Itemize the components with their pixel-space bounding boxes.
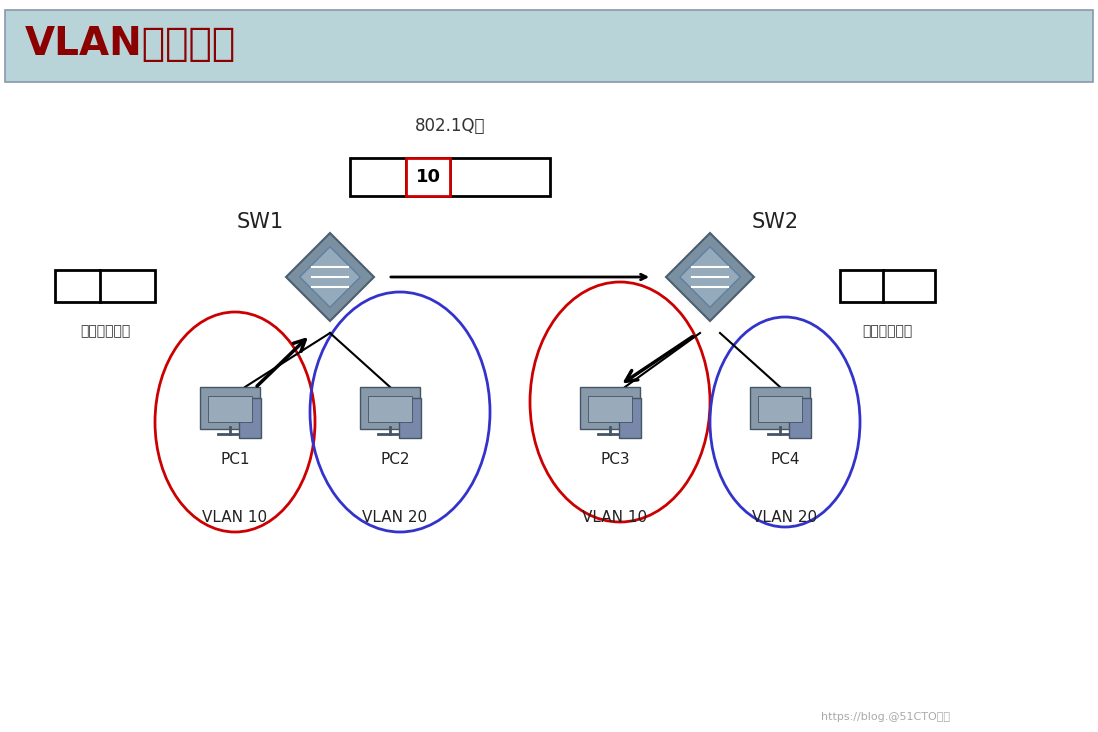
FancyBboxPatch shape	[350, 158, 550, 196]
FancyBboxPatch shape	[580, 387, 640, 429]
FancyBboxPatch shape	[750, 387, 810, 429]
FancyBboxPatch shape	[5, 10, 1093, 82]
Text: PC1: PC1	[221, 452, 249, 467]
Text: VLAN 10: VLAN 10	[202, 509, 268, 525]
Polygon shape	[285, 233, 374, 321]
FancyBboxPatch shape	[589, 396, 632, 422]
Text: VLAN 20: VLAN 20	[752, 509, 818, 525]
Text: VLAN 20: VLAN 20	[362, 509, 427, 525]
FancyBboxPatch shape	[200, 387, 260, 429]
FancyBboxPatch shape	[399, 398, 421, 438]
FancyBboxPatch shape	[239, 398, 261, 438]
Text: https://blog.@51CTO博客: https://blog.@51CTO博客	[821, 712, 950, 722]
FancyBboxPatch shape	[406, 158, 450, 196]
Text: 10: 10	[415, 168, 440, 186]
Polygon shape	[300, 247, 360, 307]
FancyBboxPatch shape	[789, 398, 811, 438]
Text: 标准以太网帧: 标准以太网帧	[80, 324, 131, 338]
Text: VLAN 10: VLAN 10	[582, 509, 648, 525]
Text: VLAN工作原理: VLAN工作原理	[25, 25, 236, 63]
Polygon shape	[666, 233, 754, 321]
FancyBboxPatch shape	[619, 398, 641, 438]
Text: PC4: PC4	[771, 452, 799, 467]
Text: 802.1Q帧: 802.1Q帧	[415, 117, 485, 135]
FancyBboxPatch shape	[368, 396, 412, 422]
FancyBboxPatch shape	[208, 396, 253, 422]
Text: SW2: SW2	[751, 212, 798, 232]
FancyBboxPatch shape	[55, 270, 155, 302]
Text: PC2: PC2	[380, 452, 410, 467]
Polygon shape	[680, 247, 740, 307]
Text: PC3: PC3	[601, 452, 630, 467]
FancyBboxPatch shape	[840, 270, 935, 302]
Text: SW1: SW1	[236, 212, 283, 232]
Text: 标准以太网帧: 标准以太网帧	[862, 324, 912, 338]
FancyBboxPatch shape	[758, 396, 802, 422]
FancyBboxPatch shape	[360, 387, 421, 429]
